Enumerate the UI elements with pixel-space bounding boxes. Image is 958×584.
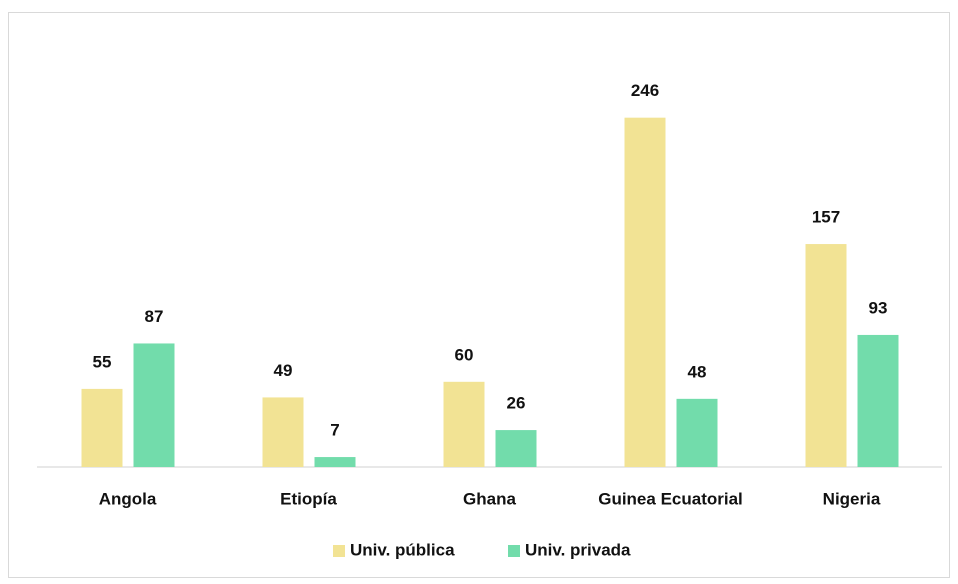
x-tick-label: Etiopía [280, 489, 337, 508]
bar [624, 117, 666, 468]
data-label: 157 [812, 208, 840, 227]
bar [676, 398, 718, 467]
data-label: 87 [145, 307, 164, 326]
data-label: 55 [93, 352, 112, 371]
bar [133, 343, 175, 467]
data-label: 49 [274, 361, 293, 380]
bar [262, 397, 304, 467]
data-label: 60 [455, 345, 474, 364]
bar [495, 430, 537, 467]
x-tick-label: Angola [99, 489, 157, 508]
x-tick-label: Nigeria [823, 489, 881, 508]
data-label: 7 [330, 421, 339, 440]
bar [805, 244, 847, 467]
bar [81, 388, 123, 467]
data-label: 93 [869, 298, 888, 317]
legend-swatch [508, 545, 520, 557]
legend-label: Univ. privada [525, 540, 631, 559]
x-tick-label: Ghana [463, 489, 516, 508]
legend-label: Univ. pública [350, 540, 455, 559]
data-label: 246 [631, 81, 659, 100]
x-tick-label: Guinea Ecuatorial [598, 489, 743, 508]
legend-swatch [333, 545, 345, 557]
bar [857, 334, 899, 467]
bar [314, 457, 356, 467]
chart-frame [8, 12, 950, 578]
bar [443, 381, 485, 467]
data-label: 26 [507, 394, 526, 413]
data-label: 48 [688, 362, 707, 381]
